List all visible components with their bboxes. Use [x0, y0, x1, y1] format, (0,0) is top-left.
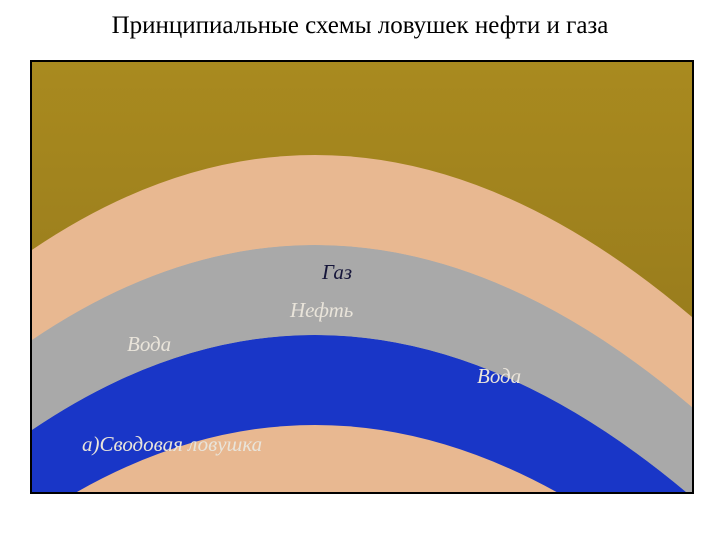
label-oil: Нефть: [290, 298, 353, 323]
label-water-left: Вода: [127, 332, 171, 357]
cross-section-svg: [32, 62, 692, 492]
page: Принципиальные схемы ловушек нефти и газ…: [0, 0, 720, 540]
label-gas: Газ: [322, 260, 352, 285]
label-water-right: Вода: [477, 364, 521, 389]
diagram-frame: Газ Нефть Вода Вода а)Сводовая ловушка: [30, 60, 694, 494]
page-title: Принципиальные схемы ловушек нефти и газ…: [0, 12, 720, 40]
label-caption: а)Сводовая ловушка: [82, 432, 262, 457]
